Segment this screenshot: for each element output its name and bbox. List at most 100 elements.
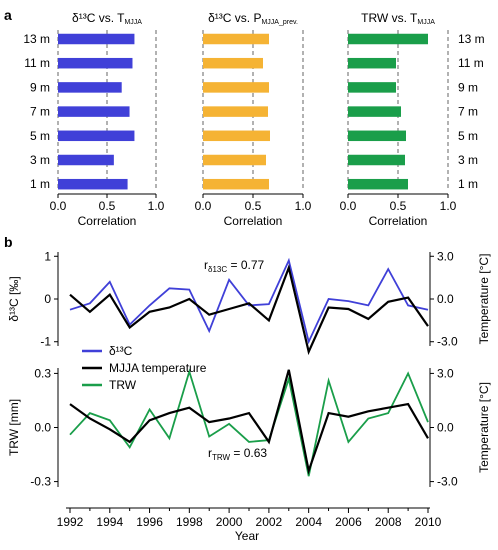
annotation-value: = 0.77 [227, 258, 264, 272]
category-label: 1 m [30, 177, 50, 191]
x-tick-label: 2008 [375, 515, 402, 529]
right-tick-label: -3.0 [437, 335, 458, 349]
left-tick-label: 1 [44, 249, 51, 263]
line-panel-trw: 0.3 0.0 -0.3 3.0 0.0 -3.0 TRW [mm] Temperature … [7, 366, 491, 543]
category-label: 3 m [30, 153, 50, 167]
correlation-annotation: rδ13C = 0.77 [204, 258, 264, 274]
bar-title: δ¹³C vs. PMJJA_prev. [208, 11, 298, 26]
x-tick-label: 1.0 [440, 199, 457, 213]
left-tick-label: 0 [44, 292, 51, 306]
bar [58, 33, 135, 45]
right-tick-label: -3.0 [437, 475, 458, 489]
bar [348, 33, 428, 45]
right-tick-label: 0.0 [437, 421, 454, 435]
bar-panel-trw-temperature: TRW vs. TMJJA 13 m 11 m 9 m 7 m 5 m 3 m 1 m 0.0 0… [340, 11, 485, 228]
x-tick-label: 2004 [295, 515, 322, 529]
left-tick-label: 0.3 [34, 366, 51, 380]
bar [58, 82, 122, 93]
bar [58, 154, 114, 166]
bar [203, 154, 266, 166]
category-label: 3 m [458, 153, 478, 167]
annotation-r: r [204, 258, 208, 272]
category-label: 13 m [23, 32, 50, 46]
bar [58, 130, 135, 142]
annotation-sub: δ13C [208, 265, 227, 274]
bar-panel-d13c-temperature: δ¹³C vs. TMJJA 13 m 11 m 9 m 7 m 5 m 3 m 1 m0.0… [23, 11, 164, 228]
bar [203, 130, 270, 142]
category-label: 9 m [458, 80, 478, 94]
bar-title-subscript: MJJA [417, 19, 435, 26]
left-tick-label: 0.0 [34, 421, 51, 435]
x-tick-label: 1996 [136, 515, 163, 529]
x-axis-label: Correlation [369, 214, 428, 228]
x-tick-label: 1992 [57, 515, 84, 529]
annotation-r: r [208, 446, 212, 460]
left-tick-label: -1 [40, 335, 51, 349]
bar-title-main: δ¹³C vs. T [72, 11, 125, 25]
category-label: 11 m [24, 56, 50, 70]
left-axis-label: δ¹³C [‰] [7, 276, 21, 321]
x-tick-label: 1998 [176, 515, 203, 529]
category-label: 7 m [458, 105, 478, 119]
panel-label-b: b [4, 234, 13, 250]
right-axis-label: Temperature [°C] [477, 382, 491, 473]
series-line [69, 257, 429, 345]
x-tick-label: 0.0 [195, 199, 212, 213]
legend: δ¹³C MJJA temperature TRW [82, 344, 207, 392]
category-label: 9 m [30, 80, 50, 94]
bar [203, 178, 269, 190]
category-label: 7 m [30, 105, 50, 119]
x-tick-label: 1994 [96, 515, 123, 529]
bar [348, 178, 408, 190]
bar-title: TRW vs. TMJJA [361, 11, 435, 26]
x-tick-label: 0.5 [245, 199, 262, 213]
series-line [69, 263, 429, 356]
x-tick-label: 0.0 [50, 199, 67, 213]
legend-label: TRW [109, 378, 137, 392]
x-tick-label: 2000 [216, 515, 243, 529]
bar-title: δ¹³C vs. TMJJA [72, 11, 142, 26]
x-tick-label: 2010 [415, 515, 442, 529]
bar [348, 130, 406, 142]
right-tick-label: 3.0 [437, 366, 454, 380]
bar-panel-d13c-precipitation: δ¹³C vs. PMJJA_prev. 0.0 0.5 1.0 Correlation [195, 11, 312, 228]
x-tick-label: 1.0 [148, 199, 165, 213]
category-label: 13 m [458, 32, 485, 46]
bar [348, 57, 396, 69]
bar [203, 82, 269, 93]
category-label: 5 m [458, 129, 478, 143]
x-tick-label: 2006 [335, 515, 362, 529]
correlation-annotation: rTRW = 0.63 [208, 446, 267, 462]
bar-title-main: TRW vs. T [361, 11, 418, 25]
annotation-sub: TRW [212, 453, 231, 462]
x-axis-label: Year [235, 529, 259, 543]
legend-label: MJJA temperature [109, 361, 207, 375]
bar [203, 57, 263, 69]
bar [58, 106, 130, 117]
right-tick-label: 3.0 [437, 249, 454, 263]
x-tick-label: 0.5 [99, 199, 116, 213]
series-line [69, 368, 429, 477]
left-tick-label: -0.3 [30, 475, 51, 489]
x-tick-label: 1.0 [295, 199, 312, 213]
legend-label: δ¹³C [109, 344, 133, 358]
bar [203, 106, 268, 117]
bar-title-main: δ¹³C vs. P [208, 11, 261, 25]
x-tick-label: 0.5 [390, 199, 407, 213]
x-tick-label: 2002 [256, 515, 283, 529]
bar [348, 106, 401, 117]
category-label: 11 m [458, 56, 484, 70]
right-axis-label: Temperature [°C] [477, 254, 491, 345]
left-axis-label: TRW [mm] [7, 399, 21, 456]
panel-label-a: a [4, 7, 12, 23]
x-tick-label: 0.0 [340, 199, 357, 213]
bar [203, 33, 269, 45]
right-tick-label: 0.0 [437, 292, 454, 306]
x-axis-label: Correlation [78, 214, 137, 228]
category-label: 1 m [458, 177, 478, 191]
series-line [69, 369, 429, 476]
annotation-value: = 0.63 [230, 446, 267, 460]
category-label: 5 m [30, 129, 50, 143]
